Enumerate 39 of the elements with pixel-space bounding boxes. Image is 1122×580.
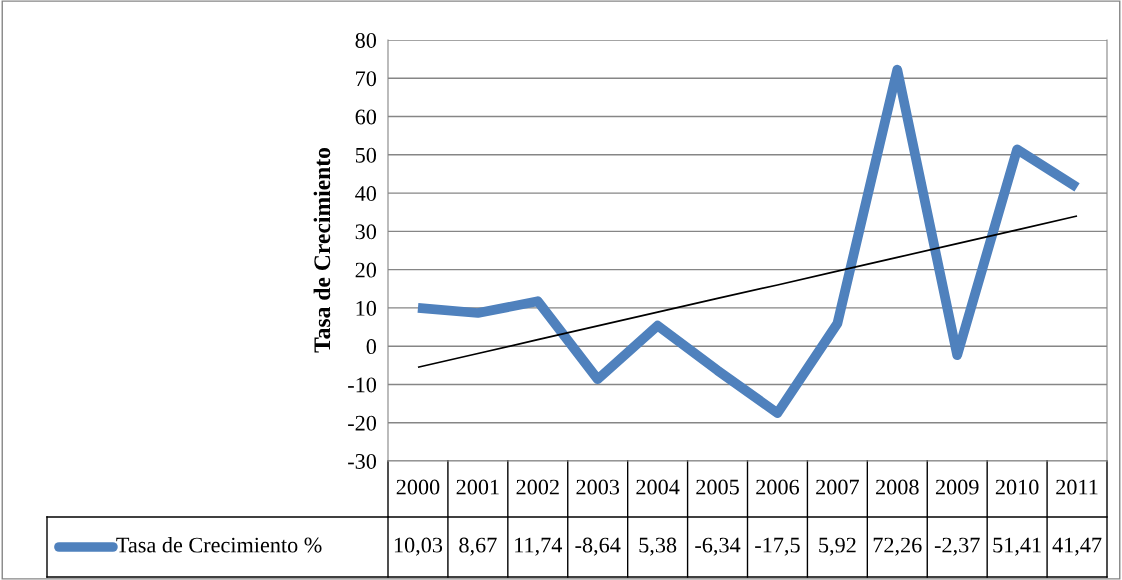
data-label: 8,67 [459,537,497,556]
data-label: -6,34 [695,537,741,556]
y-tick-label: 30 [355,224,377,240]
data-label: 11,74 [515,537,563,556]
data-label: -8,64 [575,537,621,556]
x-tick-label: 2002 [516,479,559,495]
y-tick-label: -30 [348,453,377,469]
y-tick-label: -20 [348,415,377,431]
line-series [417,215,1078,369]
data-label: -17,5 [755,537,800,556]
x-tick-label: 2000 [396,479,440,495]
data-label: 5,92 [819,537,856,556]
legend-label: Tasa de Crecimiento % [116,536,322,553]
data-label: 72,26 [873,537,922,556]
x-tick-label: 2008 [876,479,919,495]
y-tick-label: 20 [355,262,377,278]
y-tick-label: 70 [356,71,377,87]
x-tick-label: 2004 [636,479,680,495]
x-tick-label: 2011 [1056,479,1098,495]
y-tick-label: 0 [366,339,377,355]
y-tick-label: 80 [355,32,377,48]
data-label: 41,47 [1052,537,1102,556]
x-tick-label: 2009 [935,479,979,495]
y-tick-label: 50 [355,147,377,163]
y-axis-title: Tasa de Crecimiento [313,147,331,353]
y-tick-label: 10 [356,300,377,316]
data-label: 5,38 [639,537,677,556]
data-label: 10,03 [394,537,443,556]
x-tick-label: 2007 [816,479,859,495]
data-label: -2,37 [934,537,980,556]
y-tick-label: 60 [355,109,377,125]
x-tick-label: 2010 [995,479,1039,495]
y-tick-label: -10 [348,377,377,393]
x-tick-label: 2005 [696,479,739,495]
y-tick-label: 40 [355,186,377,202]
x-tick-label: 2001 [456,479,499,495]
x-tick-label: 2006 [756,479,800,495]
data-label: 51,41 [993,537,1041,556]
x-tick-label: 2003 [576,479,620,495]
